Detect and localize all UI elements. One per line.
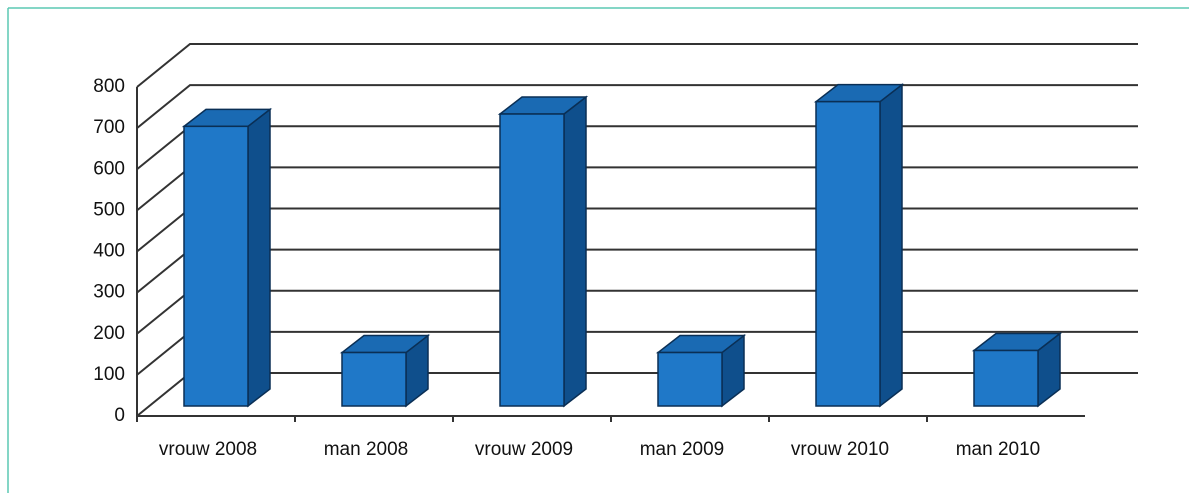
grid-line bbox=[136, 289, 1138, 335]
bar bbox=[499, 113, 565, 407]
x-tick-label: man 2009 bbox=[640, 439, 725, 460]
bar bbox=[973, 349, 1039, 407]
y-tick-label: 0 bbox=[114, 405, 125, 426]
bar-side bbox=[563, 95, 587, 408]
x-tick-label: man 2008 bbox=[324, 439, 409, 460]
bar-side bbox=[879, 83, 903, 408]
x-tick-label: man 2010 bbox=[956, 439, 1041, 460]
x-tick-label: vrouw 2009 bbox=[475, 439, 573, 460]
x-tick-label: vrouw 2010 bbox=[791, 439, 889, 460]
grid-line bbox=[136, 84, 1138, 129]
y-tick-label: 800 bbox=[93, 76, 125, 97]
bar-side bbox=[247, 107, 271, 408]
grid-line bbox=[136, 248, 1138, 294]
x-tick-label: vrouw 2008 bbox=[159, 439, 257, 460]
bar bbox=[815, 100, 881, 407]
y-tick-label: 300 bbox=[93, 282, 125, 303]
bar bbox=[657, 351, 723, 407]
y-tick-label: 200 bbox=[93, 323, 125, 344]
bar bbox=[183, 125, 249, 407]
y-tick-label: 600 bbox=[93, 158, 125, 179]
y-tick-label: 100 bbox=[93, 364, 125, 385]
grid-line bbox=[136, 166, 1138, 212]
bar bbox=[341, 351, 407, 407]
grid-line bbox=[136, 125, 1138, 171]
grid-line bbox=[136, 43, 1138, 88]
y-tick-label: 400 bbox=[93, 241, 125, 262]
grid-line bbox=[136, 207, 1138, 253]
y-tick-label: 700 bbox=[93, 117, 125, 138]
y-tick-label: 500 bbox=[93, 199, 125, 220]
